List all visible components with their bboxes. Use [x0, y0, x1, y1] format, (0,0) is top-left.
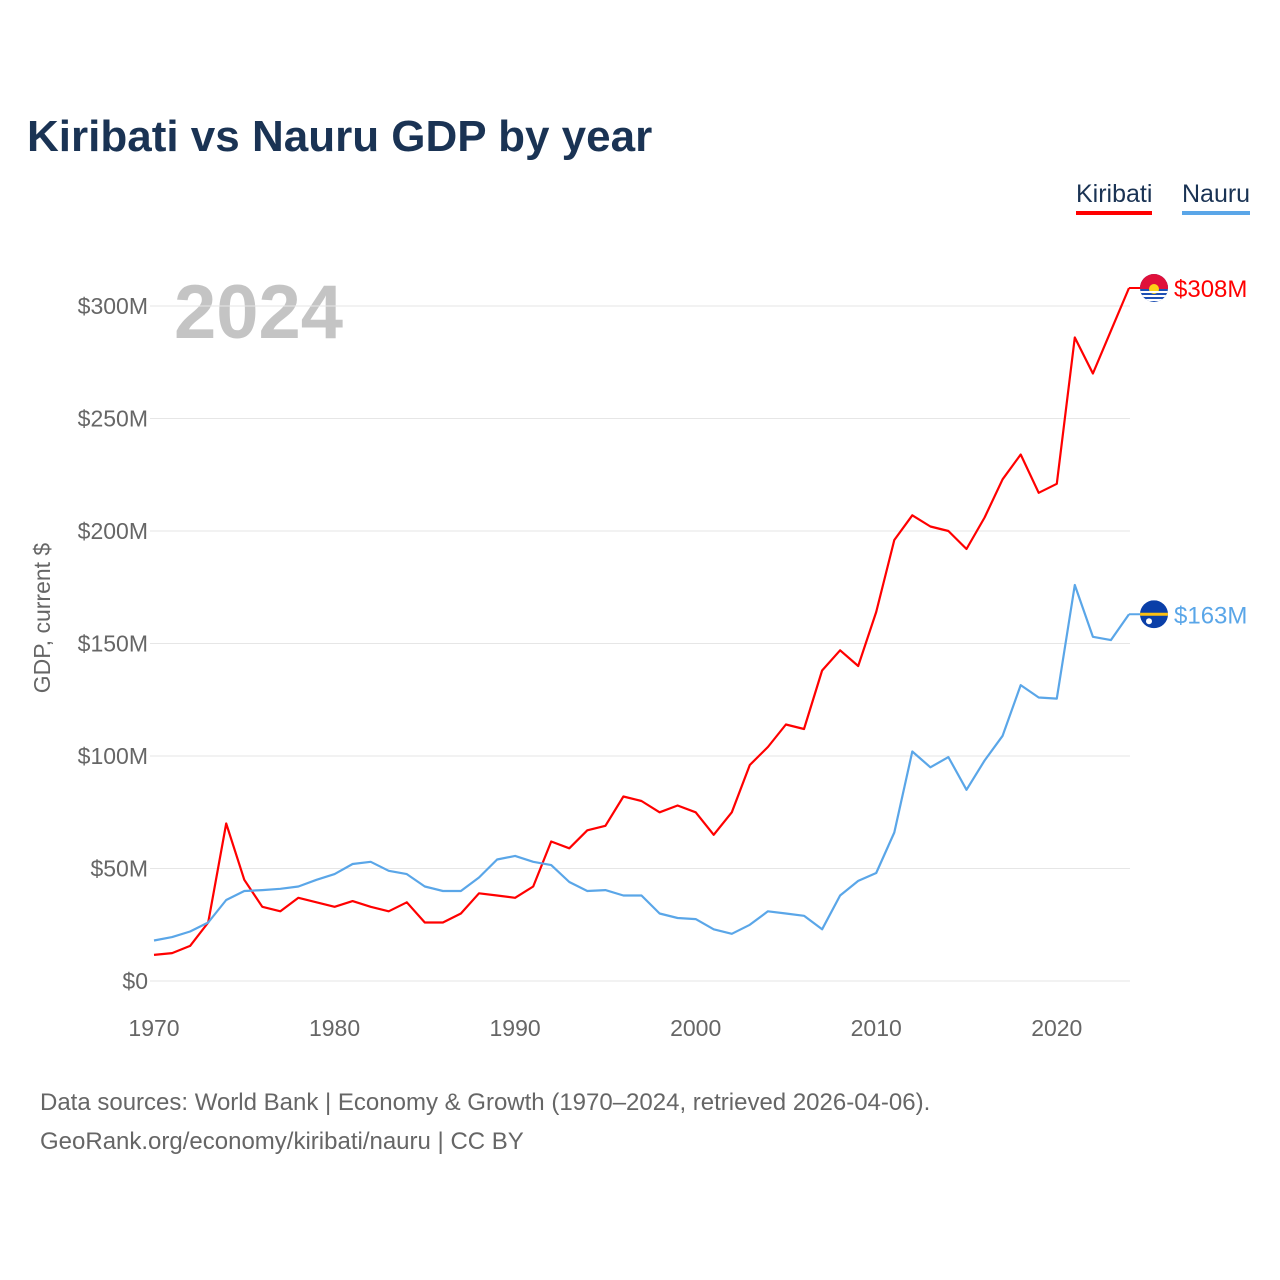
legend-item-nauru[interactable]: Nauru [1182, 180, 1251, 215]
legend-item-kiribati[interactable]: Kiribati [1076, 180, 1153, 215]
y-tick-label: $100M [78, 743, 148, 769]
end-value-label: $308M [1174, 276, 1247, 303]
x-tick-label: 1970 [128, 1015, 179, 1041]
data-source-note: Data sources: World Bank | Economy & Gro… [40, 1089, 931, 1116]
y-tick-label: $250M [78, 406, 148, 432]
source-link[interactable]: GeoRank.org/economy/kiribati/nauru | CC … [40, 1128, 524, 1155]
y-tick-label: $150M [78, 631, 148, 657]
y-tick-label: $50M [90, 856, 148, 882]
series-line-nauru [153, 583, 1130, 942]
chart-title: Kiribati vs Nauru GDP by year [27, 112, 653, 161]
x-tick-label: 1980 [309, 1015, 360, 1041]
y-tick-label: $300M [78, 293, 148, 319]
y-axis-label: GDP, current $ [29, 543, 55, 694]
x-tick-label: 1990 [490, 1015, 541, 1041]
x-tick-label: 2020 [1031, 1015, 1082, 1041]
series-line-kiribati [153, 287, 1131, 956]
footer: Data sources: World Bank | Economy & Gro… [40, 1083, 930, 1161]
y-tick-label: $0 [122, 968, 148, 994]
x-tick-label: 2010 [851, 1015, 902, 1041]
y-tick-label: $200M [78, 518, 148, 544]
year-label: 2024 [174, 270, 343, 355]
kiribati-flag-icon [1140, 274, 1168, 302]
nauru-flag-icon [1140, 600, 1168, 629]
x-tick-label: 2000 [670, 1015, 721, 1041]
end-value-label: $163M [1174, 602, 1247, 629]
